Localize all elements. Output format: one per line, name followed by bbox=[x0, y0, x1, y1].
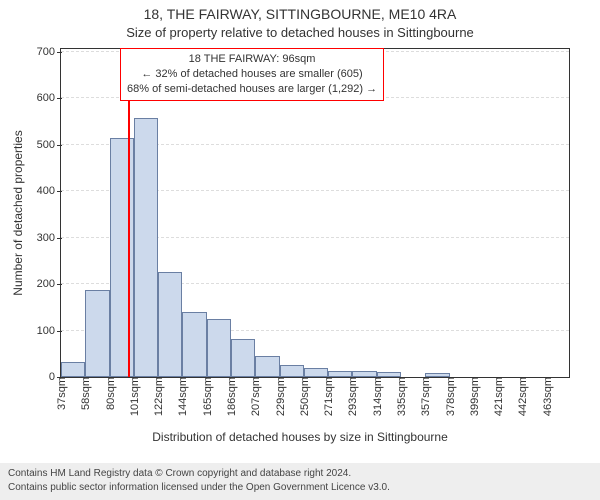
x-tick: 442sqm bbox=[515, 377, 529, 416]
x-tick: 378sqm bbox=[443, 377, 457, 416]
x-tick: 186sqm bbox=[224, 377, 238, 416]
x-tick: 399sqm bbox=[467, 377, 481, 416]
x-tick: 421sqm bbox=[491, 377, 505, 416]
histogram-bar bbox=[158, 272, 182, 377]
y-axis-label: Number of detached properties bbox=[11, 130, 25, 295]
x-tick: 144sqm bbox=[175, 377, 189, 416]
histogram-bar bbox=[182, 312, 206, 377]
x-tick: 122sqm bbox=[151, 377, 165, 416]
y-tick: 100 bbox=[37, 325, 61, 337]
x-tick: 293sqm bbox=[345, 377, 359, 416]
histogram-bar bbox=[304, 368, 328, 377]
footer-line-2: Contains public sector information licen… bbox=[8, 481, 592, 495]
x-tick: 335sqm bbox=[394, 377, 408, 416]
x-tick: 229sqm bbox=[273, 377, 287, 416]
x-tick: 250sqm bbox=[297, 377, 311, 416]
chart-title: 18, THE FAIRWAY, SITTINGBOURNE, ME10 4RA bbox=[0, 0, 600, 23]
y-tick: 700 bbox=[37, 46, 61, 58]
figure-root: 18, THE FAIRWAY, SITTINGBOURNE, ME10 4RA… bbox=[0, 0, 600, 500]
histogram-bar bbox=[61, 362, 85, 377]
annotation-line-2: ← 32% of detached houses are smaller (60… bbox=[127, 67, 377, 82]
chart-subtitle: Size of property relative to detached ho… bbox=[0, 23, 600, 41]
x-tick: 271sqm bbox=[321, 377, 335, 416]
annotation-line-1: 18 THE FAIRWAY: 96sqm bbox=[127, 52, 377, 67]
footer: Contains HM Land Registry data © Crown c… bbox=[0, 463, 600, 500]
histogram-bar bbox=[134, 118, 158, 377]
x-tick: 165sqm bbox=[200, 377, 214, 416]
histogram-bar bbox=[255, 356, 279, 377]
histogram-bar bbox=[231, 339, 255, 377]
x-tick: 101sqm bbox=[127, 377, 141, 416]
y-tick: 500 bbox=[37, 139, 61, 151]
x-tick: 463sqm bbox=[540, 377, 554, 416]
y-tick: 200 bbox=[37, 278, 61, 290]
histogram-bar bbox=[207, 319, 231, 377]
y-tick: 600 bbox=[37, 92, 61, 104]
x-tick: 58sqm bbox=[78, 377, 92, 410]
y-tick: 400 bbox=[37, 185, 61, 197]
y-tick: 300 bbox=[37, 232, 61, 244]
annotation-line-3: 68% of semi-detached houses are larger (… bbox=[127, 82, 377, 97]
x-tick: 357sqm bbox=[418, 377, 432, 416]
histogram-bar bbox=[280, 365, 304, 377]
footer-line-1: Contains HM Land Registry data © Crown c… bbox=[8, 467, 592, 481]
x-tick: 314sqm bbox=[370, 377, 384, 416]
x-tick: 80sqm bbox=[103, 377, 117, 410]
x-tick: 207sqm bbox=[248, 377, 262, 416]
x-axis-label: Distribution of detached houses by size … bbox=[152, 430, 448, 444]
x-tick: 37sqm bbox=[54, 377, 68, 410]
annotation-box: 18 THE FAIRWAY: 96sqm ← 32% of detached … bbox=[120, 48, 384, 101]
histogram-bar bbox=[85, 290, 109, 377]
